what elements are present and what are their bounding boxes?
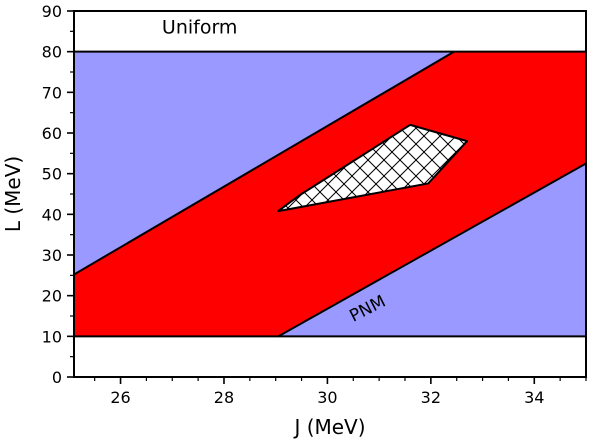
regions-layer	[74, 51, 586, 337]
y-tick-label: 20	[42, 287, 62, 306]
x-tick-label: 26	[110, 388, 130, 407]
y-tick-label: 90	[42, 2, 62, 21]
y-tick-label: 40	[42, 205, 62, 224]
x-tick-label: 30	[317, 388, 337, 407]
x-axis-label: J (MeV)	[292, 415, 365, 439]
y-tick-label: 80	[42, 43, 62, 62]
y-tick-label: 60	[42, 124, 62, 143]
hatched-region-outline	[277, 123, 469, 213]
y-tick-label: 10	[42, 327, 62, 346]
band-boundary-line	[277, 162, 586, 338]
y-axis-label: L (MeV)	[1, 156, 25, 232]
y-tick-label: 0	[52, 368, 62, 387]
y-tick-label: 50	[42, 165, 62, 184]
x-tick-label: 28	[214, 388, 234, 407]
band-boundary-line	[74, 50, 455, 276]
x-tick-label: 34	[524, 388, 544, 407]
y-tick-label: 30	[42, 246, 62, 265]
lines-layer	[74, 50, 586, 338]
x-tick-label: 32	[421, 388, 441, 407]
annotation-uniform: Uniform	[162, 16, 238, 38]
axes-layer: 0 10 20 30 40 50 60 70 80 90 26 28 30 32 34	[42, 2, 587, 407]
y-tick-label: 70	[42, 83, 62, 102]
